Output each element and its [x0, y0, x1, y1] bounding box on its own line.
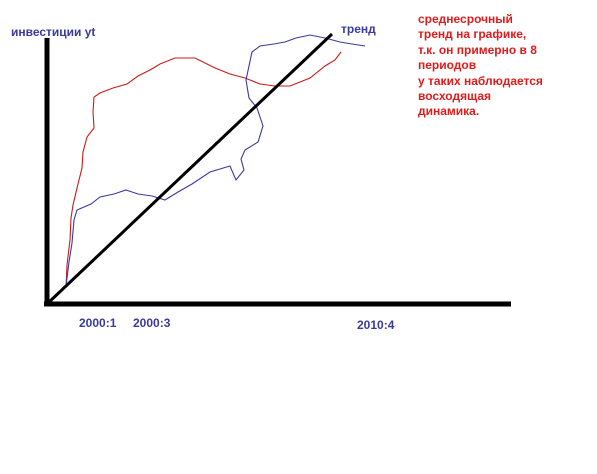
x-tick-label: 2010:4 [357, 318, 395, 332]
annotation-line: тренд на графике, [418, 27, 527, 42]
red-curve [65, 51, 342, 289]
annotation-text: среднесрочный тренд на графике, т.к. он … [418, 12, 593, 120]
annotation-line: среднесрочный [418, 12, 513, 26]
y-axis-label: инвестиции yt [11, 25, 96, 39]
annotation-line: восходящая [418, 89, 492, 104]
annotation-line: т.к. он примерно в 8 [418, 42, 537, 57]
trend-line [45, 32, 334, 306]
annotation-line: периодов [418, 58, 477, 73]
blue-curve [65, 34, 366, 287]
annotation-line: динамика. [418, 104, 480, 119]
x-tick-label: 2000:1 [79, 316, 117, 330]
annotation-line: у таких наблюдается [418, 73, 543, 88]
x-tick-label: 2000:3 [133, 316, 171, 330]
trend-label: тренд [341, 22, 376, 36]
